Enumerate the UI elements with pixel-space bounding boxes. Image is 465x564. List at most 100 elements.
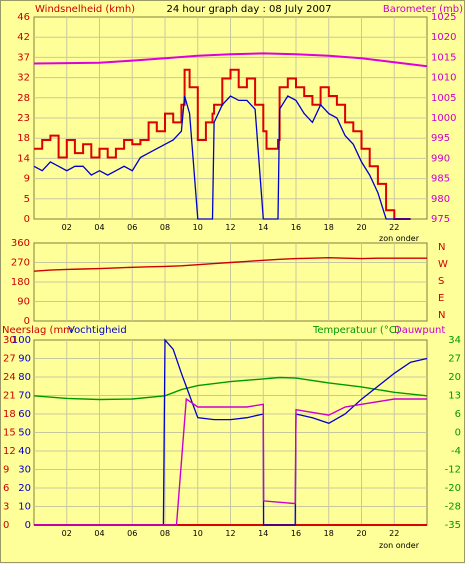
direction-left-tick: 180: [11, 277, 30, 288]
wind-left-tick: 28: [17, 93, 30, 104]
wind-x-tick: 18: [324, 223, 334, 232]
temp-right-tick: 6: [455, 409, 461, 420]
temp-x-tick: 12: [225, 529, 235, 538]
temp-right-tick: 34: [448, 335, 461, 346]
baro-right-tick: 1000: [431, 113, 456, 124]
wind-axis-label: Windsnelheid (kmh): [35, 4, 135, 15]
humidity-left-tick: 40: [18, 446, 31, 457]
rain-left-tick: 30: [3, 335, 16, 346]
direction-line: [33, 256, 427, 272]
wind-x-tick: 12: [225, 223, 235, 232]
rain-left-tick: 18: [3, 409, 16, 420]
direction-left-tick: 90: [17, 297, 30, 308]
baro-right-tick: 985: [431, 174, 450, 185]
wind-left-tick: 46: [17, 12, 30, 23]
baro-right-tick: 990: [431, 153, 450, 164]
humidity-left-tick: 70: [18, 391, 31, 402]
humidity-left-tick: 80: [18, 372, 31, 383]
baro-right-tick: 980: [431, 194, 450, 205]
rain-left-tick: 3: [3, 502, 9, 513]
direction-letter-s: S: [438, 276, 444, 287]
rain-left-tick: 12: [3, 446, 16, 457]
humidity-axis-label: Vochtigheid: [68, 325, 127, 336]
rain-left-tick: 24: [3, 372, 16, 383]
wind-x-tick: 04: [94, 223, 104, 232]
humidity-left-tick: 20: [18, 483, 31, 494]
temp-x-tick: 10: [193, 529, 203, 538]
humidity-left-tick: 30: [18, 465, 31, 476]
wind-x-tick: 02: [62, 223, 72, 232]
temp-x-tick: 14: [258, 529, 268, 538]
direction-left-tick: 270: [11, 258, 30, 269]
wind-left-tick: 18: [17, 133, 30, 144]
wind-x-tick: 14: [258, 223, 268, 232]
temp-right-tick: -4: [451, 446, 461, 457]
wind-left-tick: 9: [24, 174, 30, 185]
direction-letter-n-top: N: [438, 242, 445, 253]
tick-labels: 02 04 06 08 10 12 14 16 18 20 22059141823283237424…: [3, 12, 461, 538]
wind-x-tick: 16: [291, 223, 301, 232]
wind-x-tick: 20: [356, 223, 366, 232]
humidity-left-tick: 0: [25, 520, 31, 531]
barometer-line: [33, 52, 428, 68]
wind-left-tick: 5: [24, 194, 30, 205]
baro-right-tick: 1010: [431, 73, 456, 84]
temp-right-tick: 13: [448, 391, 461, 402]
sun-down-label-1: zon onder: [379, 234, 420, 243]
temp-x-tick: 16: [291, 529, 301, 538]
rain-left-tick: 27: [3, 354, 16, 365]
humidity-left-tick: 90: [18, 354, 31, 365]
rain-axis-label: Neerslag (mm: [2, 325, 73, 336]
wind-gust-line: [34, 68, 411, 220]
temp-x-tick: 22: [389, 529, 399, 538]
humidity-left-tick: 10: [18, 502, 31, 513]
humidity-left-tick: 60: [18, 409, 31, 420]
temp-x-tick: 04: [94, 529, 104, 538]
temp-x-tick: 18: [324, 529, 334, 538]
temp-right-tick: -20: [445, 483, 461, 494]
baro-right-tick: 995: [431, 133, 450, 144]
wind-left-tick: 14: [17, 153, 30, 164]
wind-left-tick: 23: [17, 113, 30, 124]
wind-x-tick: 08: [160, 223, 170, 232]
chart-title: 24 hour graph day : 08 July 2007: [166, 4, 331, 15]
wind-left-tick: 37: [17, 52, 30, 63]
rain-left-tick: 21: [3, 391, 16, 402]
rain-left-tick: 9: [3, 465, 9, 476]
temp-right-tick: 27: [448, 354, 461, 365]
wind-x-tick: 22: [389, 223, 399, 232]
rain-left-tick: 15: [3, 428, 16, 439]
dewpoint-axis-label: Dauwpunt: [394, 325, 445, 336]
temp-right-tick: -28: [445, 502, 461, 513]
baro-right-tick: 1025: [431, 12, 456, 23]
sun-down-label-3: zon onder: [379, 541, 420, 550]
wind-x-tick: 10: [193, 223, 203, 232]
baro-right-tick: 975: [431, 214, 450, 225]
baro-right-tick: 1015: [431, 52, 456, 63]
wind-left-tick: 32: [17, 73, 30, 84]
direction-letter-e: E: [438, 293, 444, 304]
humidity-left-tick: 100: [12, 335, 31, 346]
wind-avg-line: [33, 95, 411, 220]
wind-x-tick: 06: [127, 223, 137, 232]
baro-right-tick: 1020: [431, 32, 456, 43]
barometer-axis-label: Barometer (mb): [383, 4, 463, 15]
temp-right-tick: 20: [448, 372, 461, 383]
series-lines: [33, 52, 428, 526]
temp-right-tick: 0: [455, 428, 461, 439]
temp-right-tick: -12: [445, 465, 461, 476]
baro-right-tick: 1005: [431, 93, 456, 104]
temp-x-tick: 02: [62, 529, 72, 538]
direction-letter-w: W: [438, 259, 448, 270]
rain-left-tick: 0: [3, 520, 9, 531]
wind-left-tick: 42: [17, 32, 30, 43]
direction-left-tick: 360: [11, 238, 30, 249]
direction-left-tick: 0: [24, 316, 30, 327]
temperature-axis-label: Temperatuur (°C): [312, 325, 400, 336]
wind-left-tick: 0: [24, 214, 30, 225]
direction-letter-n-bottom: N: [438, 310, 445, 321]
dewpoint-line: [34, 397, 427, 526]
humidity-left-tick: 50: [18, 428, 31, 439]
